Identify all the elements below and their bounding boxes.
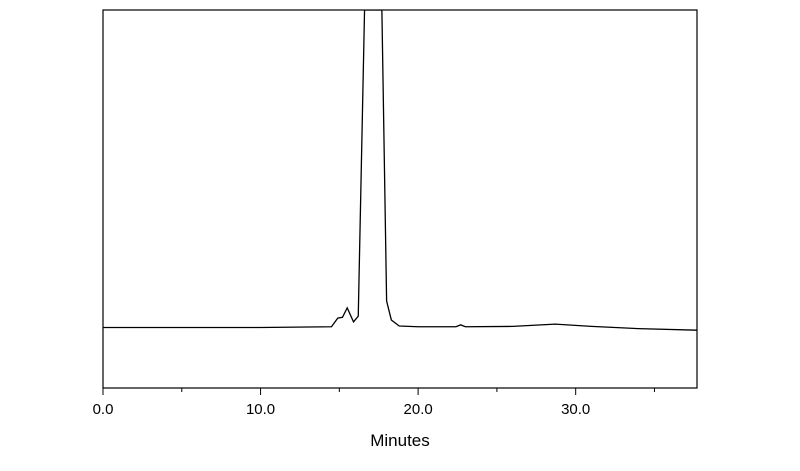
- x-tick-label: 20.0: [404, 401, 433, 418]
- x-axis-title: Minutes: [370, 431, 430, 450]
- x-tick-label: 0.0: [93, 401, 114, 418]
- x-tick-label: 10.0: [246, 401, 275, 418]
- x-tick-label: 30.0: [561, 401, 590, 418]
- series-line: [103, 10, 697, 331]
- plot-frame: [102, 9, 698, 389]
